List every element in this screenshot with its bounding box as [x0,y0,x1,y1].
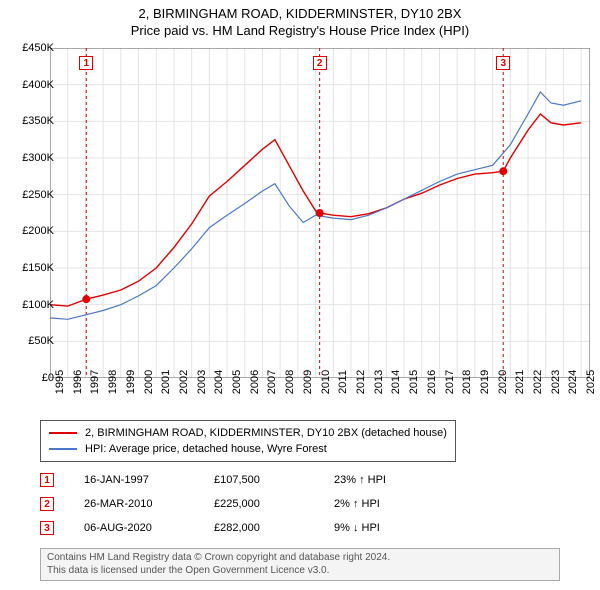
x-tick-label: 1998 [107,370,119,394]
legend: 2, BIRMINGHAM ROAD, KIDDERMINSTER, DY10 … [40,420,456,462]
chart-plot-area [50,48,590,378]
x-tick-label: 1999 [125,370,137,394]
x-tick-label: 2024 [567,370,579,394]
x-tick-label: 1997 [89,370,101,394]
x-tick-label: 2000 [143,370,155,394]
sale-delta: 9% ↓ HPI [334,522,434,534]
attribution-footer: Contains HM Land Registry data © Crown c… [40,548,560,581]
x-tick-label: 2018 [461,370,473,394]
legend-swatch [49,448,77,450]
chart-svg [50,48,590,378]
y-tick-label: £450K [10,42,54,54]
x-tick-label: 2017 [444,370,456,394]
y-tick-label: £350K [10,115,54,127]
y-tick-label: £200K [10,225,54,237]
sale-price: £107,500 [214,474,334,486]
sale-delta: 23% ↑ HPI [334,474,434,486]
y-tick-label: £50K [10,335,54,347]
legend-row: 2, BIRMINGHAM ROAD, KIDDERMINSTER, DY10 … [49,425,447,441]
x-tick-label: 2016 [426,370,438,394]
x-tick-label: 2023 [550,370,562,394]
footer-line-2: This data is licensed under the Open Gov… [47,565,553,578]
x-tick-label: 2003 [196,370,208,394]
sale-price: £225,000 [214,498,334,510]
sale-marker-box: 3 [496,56,510,70]
x-tick-label: 2001 [160,370,172,394]
x-tick-label: 2005 [231,370,243,394]
y-tick-label: £100K [10,299,54,311]
y-tick-label: £300K [10,152,54,164]
chart-container: 2, BIRMINGHAM ROAD, KIDDERMINSTER, DY10 … [0,0,600,590]
y-tick-label: £0 [10,372,54,384]
x-tick-label: 2009 [302,370,314,394]
y-tick-label: £400K [10,79,54,91]
footer-line-1: Contains HM Land Registry data © Crown c… [47,552,553,565]
x-tick-label: 1995 [54,370,66,394]
legend-label: 2, BIRMINGHAM ROAD, KIDDERMINSTER, DY10 … [85,427,447,439]
sale-delta: 2% ↑ HPI [334,498,434,510]
x-tick-label: 2006 [249,370,261,394]
sale-row: 2 26-MAR-2010£225,0002% ↑ HPI [40,492,434,516]
x-tick-label: 2007 [266,370,278,394]
x-tick-label: 2008 [284,370,296,394]
x-tick-label: 2021 [514,370,526,394]
sale-row-marker: 2 [40,497,54,511]
sale-marker-box: 1 [79,56,93,70]
x-tick-label: 2022 [532,370,544,394]
sale-date: 06-AUG-2020 [84,522,214,534]
legend-swatch [49,432,77,434]
x-tick-label: 2004 [213,370,225,394]
x-tick-label: 2010 [320,370,332,394]
y-tick-label: £150K [10,262,54,274]
sale-row: 1 16-JAN-1997£107,50023% ↑ HPI [40,468,434,492]
sale-price: £282,000 [214,522,334,534]
sale-date: 26-MAR-2010 [84,498,214,510]
title-block: 2, BIRMINGHAM ROAD, KIDDERMINSTER, DY10 … [0,0,600,38]
x-tick-label: 2025 [585,370,597,394]
sales-table: 1 16-JAN-1997£107,50023% ↑ HPI 2 26-MAR-201… [40,468,434,540]
title-line-2: Price paid vs. HM Land Registry's House … [0,23,600,38]
x-tick-label: 2012 [355,370,367,394]
sale-row: 3 06-AUG-2020£282,0009% ↓ HPI [40,516,434,540]
sale-marker-box: 2 [313,56,327,70]
title-line-1: 2, BIRMINGHAM ROAD, KIDDERMINSTER, DY10 … [0,6,600,21]
x-tick-label: 2020 [497,370,509,394]
x-tick-label: 2011 [337,370,349,394]
x-tick-label: 2015 [408,370,420,394]
sale-row-marker: 1 [40,473,54,487]
x-tick-label: 2013 [373,370,385,394]
x-tick-label: 2019 [479,370,491,394]
legend-label: HPI: Average price, detached house, Wyre… [85,443,327,455]
legend-row: HPI: Average price, detached house, Wyre… [49,441,447,457]
y-tick-label: £250K [10,189,54,201]
sale-date: 16-JAN-1997 [84,474,214,486]
sale-row-marker: 3 [40,521,54,535]
x-tick-label: 1996 [72,370,84,394]
x-tick-label: 2002 [178,370,190,394]
x-tick-label: 2014 [390,370,402,394]
